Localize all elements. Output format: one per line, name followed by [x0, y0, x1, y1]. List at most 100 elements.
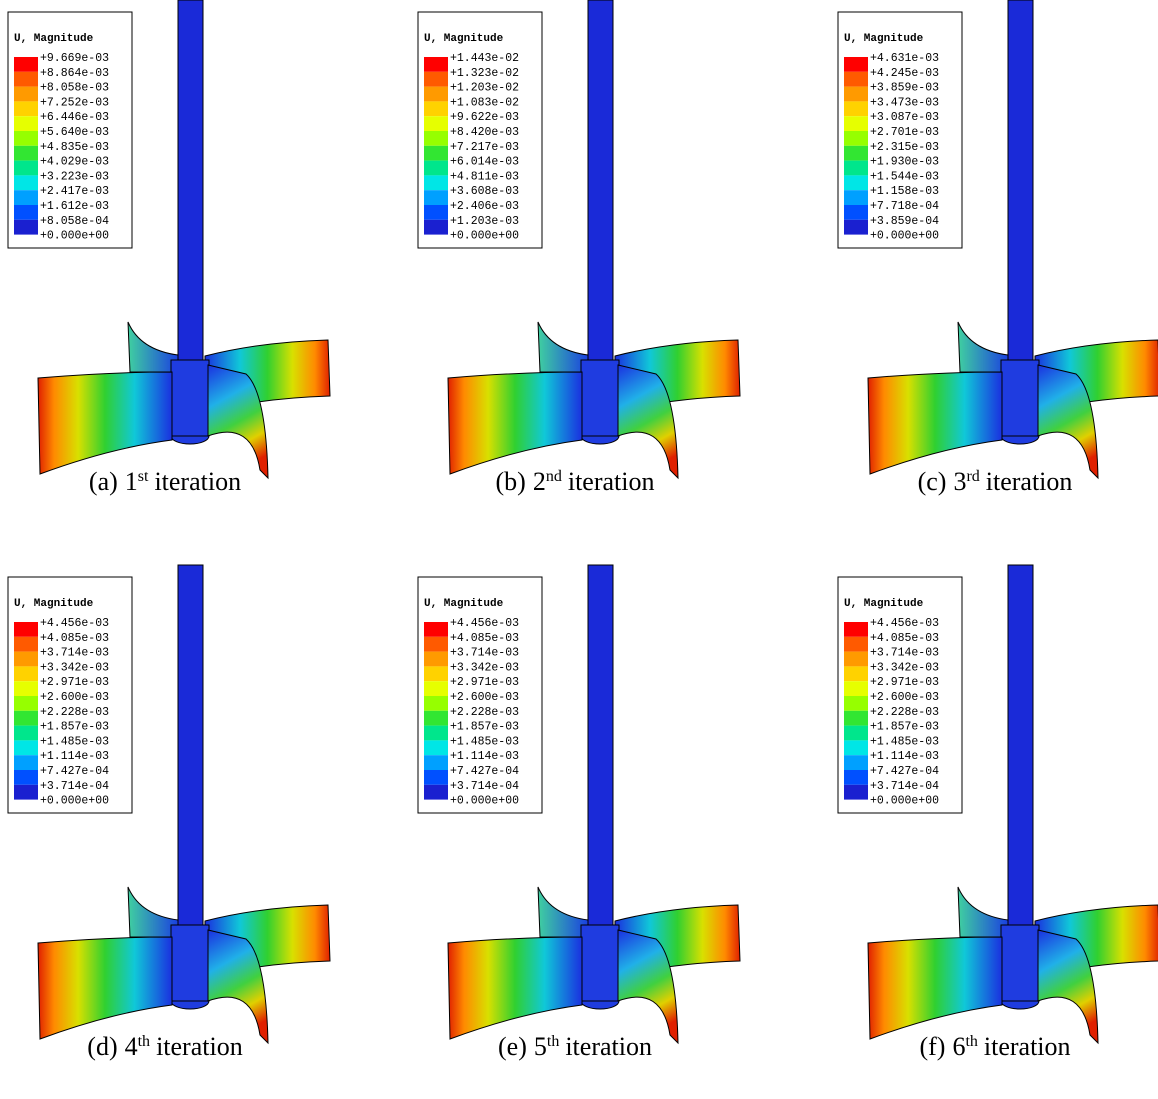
left-blade — [868, 937, 1002, 1039]
legend-value: +0.000e+00 — [870, 230, 939, 243]
legend-value: +3.714e-03 — [450, 647, 519, 660]
legend-value: +9.622e-03 — [450, 111, 519, 124]
legend-color — [844, 652, 868, 667]
legend-color — [844, 116, 868, 131]
legend-title: U, Magnitude — [424, 33, 504, 45]
legend-color — [14, 652, 38, 667]
legend-value: +1.158e-03 — [870, 185, 939, 198]
legend-value: +1.114e-03 — [40, 750, 109, 763]
caption-suffix: th — [965, 1033, 977, 1050]
legend-value: +3.342e-03 — [870, 661, 939, 674]
legend-value: +2.971e-03 — [40, 676, 109, 689]
caption-ordinal: 4 — [125, 1032, 138, 1061]
caption-label: (e) — [498, 1032, 527, 1061]
caption-suffix: st — [138, 468, 149, 485]
legend-value: +1.203e-02 — [450, 82, 519, 95]
legend-color — [424, 711, 448, 726]
legend-color — [844, 666, 868, 681]
legend-value: +3.608e-03 — [450, 185, 519, 198]
legend-color — [14, 726, 38, 741]
legend-color — [14, 740, 38, 755]
legend-color — [424, 146, 448, 161]
caption-label: (c) — [918, 467, 947, 496]
legend-color — [844, 740, 868, 755]
legend-color — [844, 711, 868, 726]
legend-value: +4.835e-03 — [40, 141, 109, 154]
legend-value: +5.640e-03 — [40, 126, 109, 139]
legend-color — [424, 696, 448, 711]
shaft — [1008, 565, 1033, 927]
legend-value: +3.714e-03 — [870, 647, 939, 660]
legend-color — [424, 622, 448, 637]
caption-text: iteration — [984, 1032, 1071, 1061]
legend-value: +4.245e-03 — [870, 67, 939, 80]
legend-color — [844, 205, 868, 220]
panel: U, Magnitude+1.443e-02+1.323e-02+1.203e-… — [418, 0, 740, 496]
legend-value: +0.000e+00 — [40, 795, 109, 808]
legend-color — [14, 696, 38, 711]
left-blade — [448, 937, 582, 1039]
legend-value: +3.859e-03 — [870, 82, 939, 95]
legend-title: U, Magnitude — [14, 598, 94, 610]
legend-color — [424, 740, 448, 755]
legend-value: +4.085e-03 — [40, 632, 109, 645]
caption-suffix: th — [138, 1033, 150, 1050]
hub — [581, 360, 619, 436]
legend-color — [424, 205, 448, 220]
legend-color — [424, 726, 448, 741]
legend-color — [14, 190, 38, 205]
hub — [171, 925, 209, 1001]
left-blade — [868, 372, 1002, 474]
legend-value: +4.029e-03 — [40, 156, 109, 169]
legend-color — [14, 711, 38, 726]
legend-value: +1.930e-03 — [870, 156, 939, 169]
caption-text: iteration — [156, 1032, 243, 1061]
legend-color — [424, 785, 448, 800]
legend-value: +3.087e-03 — [870, 111, 939, 124]
legend-value: +2.971e-03 — [450, 676, 519, 689]
legend-color — [844, 57, 868, 72]
legend-color — [14, 146, 38, 161]
legend-value: +8.864e-03 — [40, 67, 109, 80]
legend-value: +3.859e-04 — [870, 215, 939, 228]
legend-color — [424, 175, 448, 190]
caption-text: iteration — [565, 1032, 652, 1061]
legend-color — [14, 57, 38, 72]
legend-color — [424, 637, 448, 652]
legend-color — [14, 681, 38, 696]
legend-value: +0.000e+00 — [450, 230, 519, 243]
caption-suffix: rd — [966, 468, 979, 485]
shaft — [178, 0, 203, 362]
caption-ordinal: 2 — [533, 467, 546, 496]
shaft — [588, 0, 613, 362]
legend-value: +3.714e-03 — [40, 647, 109, 660]
figure: U, Magnitude+9.669e-03+8.864e-03+8.058e-… — [0, 0, 1158, 1099]
legend-color — [844, 161, 868, 176]
legend-color — [844, 72, 868, 87]
legend-value: +2.600e-03 — [450, 691, 519, 704]
legend-value: +3.342e-03 — [450, 661, 519, 674]
legend-value: +4.456e-03 — [40, 617, 109, 630]
legend-title: U, Magnitude — [844, 598, 924, 610]
legend-value: +8.058e-04 — [40, 215, 109, 228]
caption-text: iteration — [986, 467, 1073, 496]
legend-value: +1.083e-02 — [450, 96, 519, 109]
legend-color — [14, 622, 38, 637]
legend-color — [424, 666, 448, 681]
legend-color — [844, 785, 868, 800]
legend-value: +1.203e-03 — [450, 215, 519, 228]
legend-color — [424, 770, 448, 785]
legend-color — [14, 72, 38, 87]
legend-color — [844, 101, 868, 116]
legend-value: +1.612e-03 — [40, 200, 109, 213]
legend-color — [424, 220, 448, 235]
legend-color — [424, 755, 448, 770]
legend-color — [844, 637, 868, 652]
legend-value: +1.323e-02 — [450, 67, 519, 80]
legend-value: +0.000e+00 — [870, 795, 939, 808]
shaft — [178, 565, 203, 927]
legend-color — [844, 696, 868, 711]
legend-value: +7.252e-03 — [40, 96, 109, 109]
